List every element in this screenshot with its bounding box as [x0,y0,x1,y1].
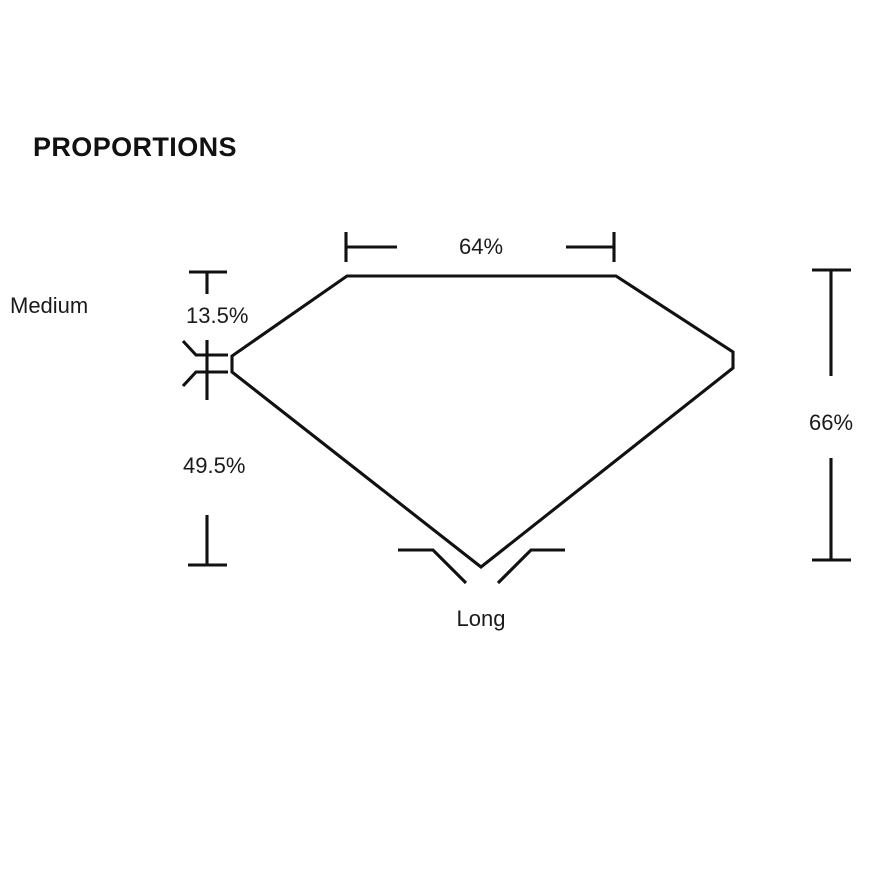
break-stroke-upper [181,339,228,357]
gem-outline-group [230,274,735,569]
total-height-dimension-group: 66% [809,268,853,562]
total-height-label: 66% [809,410,853,435]
break-stroke-lower [181,370,228,388]
dimension-break-symbol-left [181,339,228,388]
girdle-thickness-label: Medium [10,293,88,318]
crown-height-label: 13.5% [186,303,248,328]
crown-height-dimension-group: 13.5% [186,270,248,400]
culet-break-stroke-right [496,548,565,585]
pavilion-height-dimension-group: 49.5% [183,453,245,567]
top-width-label: 64% [459,234,503,259]
pavilion-height-label: 49.5% [183,453,245,478]
gem-outline-path [230,274,735,569]
page-title: PROPORTIONS [33,132,237,162]
culet-break-stroke-left [398,548,468,585]
culet-break-symbol [398,548,565,585]
culet-length-label: Long [457,606,506,631]
top-width-dimension-group: 64% [344,232,616,262]
